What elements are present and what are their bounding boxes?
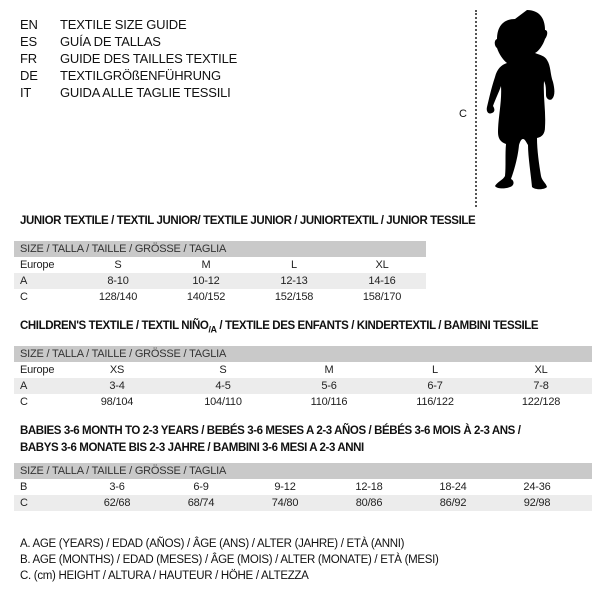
- table-row: C 62/68 68/74 74/80 80/86 86/92 92/98: [14, 495, 592, 511]
- language-title: GUÍA DE TALLAS: [60, 34, 161, 49]
- table-cell: 86/92: [439, 497, 467, 509]
- table-cell: L: [432, 364, 438, 376]
- table-cell: 7-8: [533, 380, 549, 392]
- table-cell: 9-12: [274, 481, 296, 493]
- table-row: A 8-10 10-12 12-13 14-16: [14, 273, 426, 289]
- title-part: CHILDREN'S TEXTILE / TEXTIL NIÑO: [20, 320, 209, 332]
- table-cell: 68/74: [187, 497, 215, 509]
- language-title: TEXTILE SIZE GUIDE: [60, 17, 187, 32]
- table-row: Europe S M L XL: [14, 257, 426, 273]
- row-label: A: [20, 275, 28, 287]
- language-title: TEXTILGRÖßENFÜHRUNG: [60, 68, 221, 83]
- babies-section-title-line2: BABYS 3-6 MONATE BIS 2-3 JAHRE / BAMBINI…: [20, 442, 364, 454]
- table-cell: 152/158: [274, 291, 314, 303]
- table-cell: 62/68: [103, 497, 131, 509]
- child-silhouette-icon: [486, 10, 555, 190]
- table-cell: S: [114, 259, 122, 271]
- row-label: C: [20, 291, 28, 303]
- table-cell: 18-24: [439, 481, 467, 493]
- table-row: B 3-6 6-9 9-12 12-18 18-24 24-36: [14, 479, 592, 495]
- table-cell: 6-7: [427, 380, 443, 392]
- language-title: GUIDA ALLE TAGLIE TESSILI: [60, 85, 231, 100]
- table-cell: 98/104: [100, 396, 134, 408]
- table-cell: 128/140: [98, 291, 138, 303]
- table-cell: L: [291, 259, 297, 271]
- title-subscript: /A: [208, 324, 217, 335]
- row-label: C: [20, 396, 28, 408]
- language-code: DE: [20, 68, 38, 83]
- table-cell: 3-4: [109, 380, 125, 392]
- table-cell: 116/122: [416, 396, 454, 408]
- language-title: GUIDE DES TAILLES TEXTILE: [60, 51, 238, 66]
- table-cell: 158/170: [362, 291, 402, 303]
- children-size-table: SIZE / TALLA / TAILLE / GRÖSSE / TAGLIA …: [14, 346, 592, 410]
- table-cell: M: [201, 259, 211, 271]
- table-row: C 128/140 140/152 152/158 158/170: [14, 289, 426, 305]
- babies-section-title-line1: BABIES 3-6 MONTH TO 2-3 YEARS / BEBÉS 3-…: [20, 425, 521, 437]
- title-part: / TEXTILE DES ENFANTS / KINDERTEXTIL / B…: [216, 320, 539, 332]
- height-measure-label: C: [459, 108, 467, 120]
- row-label: B: [20, 481, 28, 493]
- table-cell: 92/98: [523, 497, 551, 509]
- row-label: Europe: [20, 364, 55, 376]
- table-cell: XS: [109, 364, 125, 376]
- table-cell: 10-12: [192, 275, 220, 287]
- babies-size-table: SIZE / TALLA / TAILLE / GRÖSSE / TAGLIA …: [14, 463, 592, 511]
- table-cell: S: [219, 364, 227, 376]
- table-cell: 14-16: [368, 275, 396, 287]
- language-code: IT: [20, 85, 32, 100]
- table-cell: 12-18: [355, 481, 383, 493]
- table-cell: 110/116: [310, 396, 348, 408]
- language-code: EN: [20, 17, 38, 32]
- table-cell: 122/128: [521, 396, 561, 408]
- table-header: SIZE / TALLA / TAILLE / GRÖSSE / TAGLIA: [14, 241, 426, 257]
- junior-section-title: JUNIOR TEXTILE / TEXTIL JUNIOR/ TEXTILE …: [20, 215, 476, 227]
- table-cell: 5-6: [321, 380, 337, 392]
- table-header: SIZE / TALLA / TAILLE / GRÖSSE / TAGLIA: [14, 346, 592, 362]
- table-cell: 8-10: [107, 275, 129, 287]
- table-cell: 74/80: [271, 497, 299, 509]
- legend-item: A. AGE (YEARS) / EDAD (AÑOS) / ÂGE (ANS)…: [20, 538, 405, 550]
- table-cell: 3-6: [109, 481, 125, 493]
- row-label: Europe: [20, 259, 55, 271]
- children-section-title: CHILDREN'S TEXTILE / TEXTIL NIÑO/A / TEX…: [20, 320, 539, 335]
- table-cell: XL: [375, 259, 389, 271]
- language-code: FR: [20, 51, 37, 66]
- table-row: Europe XS S M L XL: [14, 362, 592, 378]
- table-cell: 104/110: [204, 396, 242, 408]
- row-label: A: [20, 380, 28, 392]
- table-cell: 4-5: [215, 380, 231, 392]
- table-row: A 3-4 4-5 5-6 6-7 7-8: [14, 378, 592, 394]
- table-header: SIZE / TALLA / TAILLE / GRÖSSE / TAGLIA: [14, 463, 592, 479]
- table-row: C 98/104 104/110 110/116 116/122 122/128: [14, 394, 592, 410]
- table-cell: M: [324, 364, 334, 376]
- language-code: ES: [20, 34, 37, 49]
- table-cell: 12-13: [280, 275, 308, 287]
- table-cell: XL: [534, 364, 548, 376]
- legend-item: B. AGE (MONTHS) / EDAD (MESES) / ÂGE (MO…: [20, 554, 439, 566]
- child-figure: C: [455, 6, 585, 211]
- height-measure-line: [475, 10, 477, 207]
- junior-size-table: SIZE / TALLA / TAILLE / GRÖSSE / TAGLIA …: [14, 241, 426, 305]
- table-cell: 140/152: [186, 291, 226, 303]
- row-label: C: [20, 497, 28, 509]
- legend-item: C. (cm) HEIGHT / ALTURA / HAUTEUR / HÖHE…: [20, 570, 309, 582]
- table-cell: 6-9: [193, 481, 209, 493]
- table-cell: 80/86: [355, 497, 383, 509]
- table-cell: 24-36: [523, 481, 551, 493]
